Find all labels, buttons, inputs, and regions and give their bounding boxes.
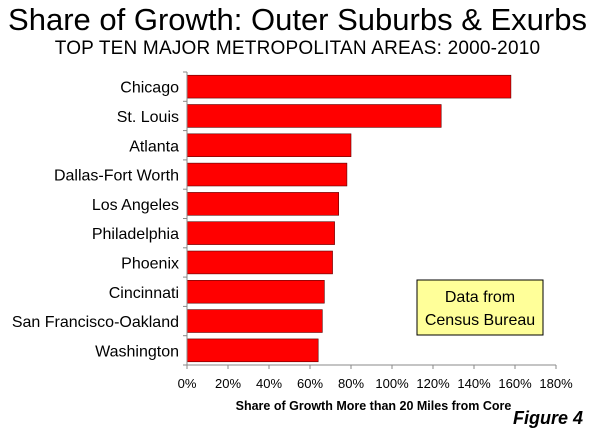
x-tick-label: 80% — [338, 376, 364, 391]
category-label: Washington — [95, 343, 179, 360]
bar-atlanta — [186, 133, 352, 157]
category-label: Atlanta — [129, 138, 179, 155]
chart-subtitle: TOP TEN MAJOR METROPOLITAN AREAS: 2000-2… — [54, 38, 541, 59]
x-tick-label: 20% — [215, 376, 241, 391]
figure-label: Figure 4 — [512, 408, 583, 428]
x-tick-label: 160% — [498, 376, 532, 391]
chart-title: Share of Growth: Outer Suburbs & Exurbs — [8, 2, 587, 37]
annotation-box — [416, 279, 544, 336]
bar-san-francisco-oakland — [186, 309, 323, 333]
category-label: Los Angeles — [92, 197, 179, 214]
x-tick-label: 60% — [297, 376, 323, 391]
category-label: San Francisco-Oakland — [12, 314, 179, 331]
category-label: Philadelphia — [92, 226, 179, 243]
bar-dallas-fort-worth — [186, 162, 348, 187]
x-tick-label: 0% — [178, 376, 197, 391]
bar-phoenix — [186, 250, 333, 275]
bar-st-louis — [186, 104, 442, 128]
bar-los-angeles — [186, 192, 339, 216]
category-label: St. Louis — [117, 109, 179, 126]
category-label: Phoenix — [121, 255, 179, 272]
bar-cincinnati — [186, 280, 325, 304]
x-tick-label: 140% — [457, 376, 491, 391]
x-tick-label: 40% — [256, 376, 282, 391]
annotation-text-line1: Data from — [445, 289, 515, 306]
category-label: Cincinnati — [109, 285, 179, 302]
x-tick-label: 180% — [539, 376, 573, 391]
bar-chicago — [186, 74, 512, 99]
x-tick-label: 120% — [416, 376, 450, 391]
bar-philadelphia — [186, 221, 335, 245]
bar-washington — [186, 338, 319, 363]
annotation-text-line2: Census Bureau — [425, 312, 535, 329]
category-label: Chicago — [120, 80, 179, 97]
category-label: Dallas-Fort Worth — [54, 168, 179, 185]
x-axis-title: Share of Growth More than 20 Miles from … — [236, 399, 512, 413]
x-tick-label: 100% — [375, 376, 409, 391]
